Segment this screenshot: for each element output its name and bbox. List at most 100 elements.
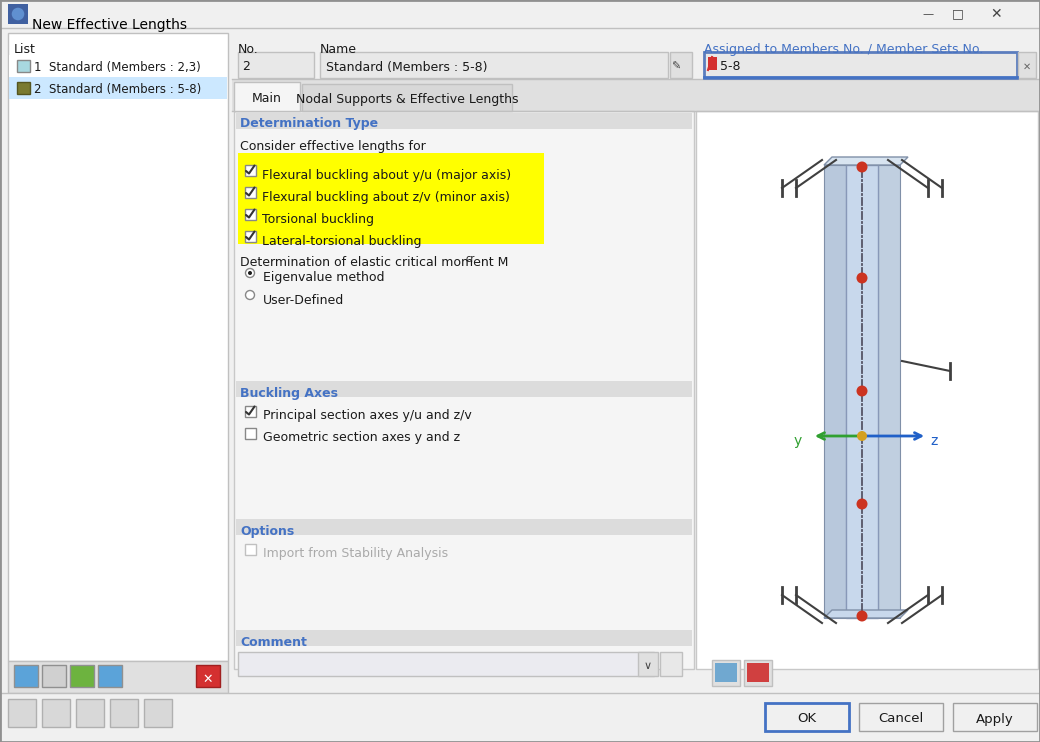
Text: List: List (14, 43, 35, 56)
Text: z: z (930, 434, 937, 448)
Circle shape (857, 386, 867, 396)
Text: 2: 2 (242, 61, 250, 73)
Bar (70, 665, 94, 687)
Bar (244, 405, 256, 416)
Bar (238, 52, 314, 78)
Bar (747, 663, 769, 682)
Text: —: — (922, 9, 933, 19)
Text: Cancel: Cancel (879, 712, 924, 726)
Text: Principal section axes y/u and z/v: Principal section axes y/u and z/v (263, 410, 472, 422)
Bar (236, 519, 692, 535)
Text: □: □ (952, 7, 964, 21)
Bar (696, 111, 1038, 669)
Circle shape (245, 291, 255, 300)
Bar (846, 165, 878, 618)
Bar (9, 55, 227, 77)
Bar (712, 660, 740, 686)
Bar (765, 703, 849, 731)
Text: ✕: ✕ (203, 672, 213, 686)
Bar (17, 60, 30, 72)
Polygon shape (824, 157, 908, 165)
Bar (953, 703, 1037, 731)
Bar (232, 33, 1040, 53)
Bar (232, 79, 1040, 111)
Bar (1018, 52, 1036, 78)
Text: Assigned to Members No. / Member Sets No.: Assigned to Members No. / Member Sets No… (704, 43, 983, 56)
Text: Import from Stability Analysis: Import from Stability Analysis (263, 548, 448, 560)
Circle shape (857, 162, 867, 172)
Bar (244, 543, 256, 554)
Bar (8, 33, 228, 661)
Bar (9, 77, 227, 99)
Circle shape (245, 269, 255, 278)
Text: ✎: ✎ (671, 62, 681, 72)
Bar (42, 699, 70, 727)
Bar (0, 0, 1040, 28)
Bar (0, 693, 1040, 742)
Text: Apply: Apply (977, 712, 1014, 726)
Bar (17, 82, 30, 94)
Text: y: y (794, 434, 802, 448)
Text: Flexural buckling about z/v (minor axis): Flexural buckling about z/v (minor axis) (262, 191, 510, 203)
Circle shape (11, 7, 25, 21)
Text: New Effective Lengths: New Effective Lengths (32, 18, 187, 32)
Bar (878, 165, 900, 618)
Circle shape (857, 499, 867, 510)
Text: Main: Main (252, 93, 282, 105)
Bar (320, 52, 668, 78)
Text: Nodal Supports & Effective Lengths: Nodal Supports & Effective Lengths (295, 93, 518, 107)
Bar (704, 52, 1017, 78)
Bar (8, 699, 36, 727)
Text: Flexural buckling about y/u (major axis): Flexural buckling about y/u (major axis) (262, 168, 511, 182)
Text: Consider effective lengths for: Consider effective lengths for (240, 140, 425, 153)
Bar (98, 665, 122, 687)
Bar (244, 186, 256, 197)
Circle shape (857, 431, 867, 441)
Bar (302, 84, 512, 111)
Bar (244, 209, 256, 220)
Bar (236, 630, 692, 646)
Text: OK: OK (798, 712, 816, 726)
Bar (236, 113, 692, 129)
Polygon shape (824, 610, 908, 618)
Bar (670, 52, 692, 78)
Text: Standard (Members : 5-8): Standard (Members : 5-8) (326, 61, 488, 73)
Bar (638, 652, 658, 676)
Bar (238, 153, 544, 244)
Bar (110, 699, 138, 727)
Text: Determination Type: Determination Type (240, 117, 379, 131)
Text: Determination of elastic critical moment M: Determination of elastic critical moment… (240, 256, 509, 269)
Text: Buckling Axes: Buckling Axes (240, 387, 338, 401)
Bar (234, 111, 694, 669)
Circle shape (857, 611, 867, 622)
Bar (14, 665, 38, 687)
Text: User-Defined: User-Defined (263, 294, 344, 306)
Text: 5-8: 5-8 (720, 61, 740, 73)
Text: Geometric section axes y and z: Geometric section axes y and z (263, 432, 460, 444)
Bar (859, 703, 943, 731)
Bar (660, 652, 682, 676)
Text: Eigenvalue method: Eigenvalue method (263, 272, 385, 284)
Bar (708, 57, 717, 70)
Text: No.: No. (238, 43, 259, 56)
Text: Options: Options (240, 525, 294, 539)
Bar (144, 699, 172, 727)
Bar (8, 4, 28, 24)
Text: Lateral-torsional buckling: Lateral-torsional buckling (262, 234, 421, 248)
Text: Torsional buckling: Torsional buckling (262, 212, 374, 226)
Circle shape (857, 272, 867, 283)
Bar (42, 665, 66, 687)
Text: cr: cr (465, 254, 474, 264)
Bar (236, 381, 692, 397)
Bar (244, 165, 256, 176)
Text: 1  Standard (Members : 2,3): 1 Standard (Members : 2,3) (34, 62, 201, 74)
Bar (244, 427, 256, 439)
Text: Name: Name (320, 43, 357, 56)
Bar (8, 661, 228, 693)
Bar (244, 231, 256, 241)
Circle shape (248, 271, 252, 275)
Text: ∨: ∨ (644, 661, 652, 671)
Bar (824, 165, 846, 618)
Bar (238, 652, 654, 676)
Bar (744, 660, 772, 686)
